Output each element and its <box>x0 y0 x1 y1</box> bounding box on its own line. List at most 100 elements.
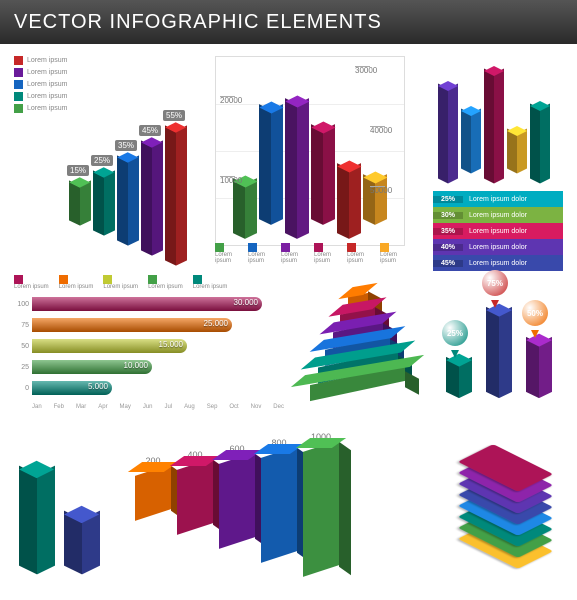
isometric-prisms <box>14 430 114 570</box>
table-row: 25%Lorem ipsum dolor <box>433 191 563 207</box>
map-pin: 25% <box>442 320 468 354</box>
hbar-row: 0 5.000 <box>14 380 284 396</box>
legend-label: Lorem ipsum <box>27 81 67 88</box>
legend-label: Lorem ipsum <box>14 284 49 290</box>
bar: 35% <box>117 158 139 243</box>
month-tick: Jul <box>164 404 172 410</box>
bar-value: 25.000 <box>204 319 228 328</box>
legend-label: Lorem ipsum <box>281 252 298 264</box>
bar-percent-label: 55% <box>163 110 185 121</box>
legend-label: Lorem ipsum <box>59 284 94 290</box>
header-bar: VECTOR INFOGRAPHIC ELEMENTS <box>0 0 577 44</box>
bar-percent-label: 15% <box>67 165 89 176</box>
pin-value: 50% <box>522 300 548 326</box>
month-tick: Feb <box>54 404 64 410</box>
stacked-layers <box>448 430 563 570</box>
horizontal-bar-chart: Lorem ipsum Lorem ipsum Lorem ipsum Lorem i… <box>14 275 284 410</box>
depth-bar: 800 <box>261 452 297 557</box>
ascending-bar-chart: Lorem ipsum Lorem ipsum Lorem ipsum Lorem i… <box>14 56 204 236</box>
hbar-row: 50 15.000 <box>14 338 284 354</box>
table-row: 35%Lorem ipsum dolor <box>433 223 563 239</box>
legend-label: Lorem ipsum <box>27 105 67 112</box>
hbar-row: 75 25.000 <box>14 317 284 333</box>
bar: 15% <box>69 183 91 223</box>
callout-value: 40000 <box>370 126 392 135</box>
legend-label: Lorem ipsum <box>347 252 364 264</box>
chart2-legend: Lorem ipsum Lorem ipsum Lorem ipsum Lorem i… <box>215 243 405 264</box>
bar-chart-with-table: 25%Lorem ipsum dolor30%Lorem ipsum dolor… <box>433 56 563 246</box>
pyramid-step <box>310 375 405 395</box>
month-tick: Jan <box>32 404 42 410</box>
callout-value: 20000 <box>220 96 242 105</box>
bar <box>507 131 527 171</box>
callout-value: 10000 <box>220 176 242 185</box>
bar <box>285 101 309 236</box>
month-tick: Nov <box>251 404 262 410</box>
bar <box>526 340 552 395</box>
x-axis-months: Jan Feb Mar Apr May Jun Jul Aug Sep Oct Nov Dec <box>32 404 284 410</box>
page-title: VECTOR INFOGRAPHIC ELEMENTS <box>14 11 382 34</box>
callout-bar-chart: 3000020000400001000050000 Lorem ipsumLor… <box>215 56 405 246</box>
chart1-legend: Lorem ipsum Lorem ipsum Lorem ipsum Lorem i… <box>14 56 67 116</box>
pin-bar-chart: 25% 75% 50% <box>438 275 563 395</box>
legend-label: Lorem ipsum <box>380 252 397 264</box>
callout-value: 30000 <box>355 66 377 75</box>
bar-percent-label: 35% <box>115 140 137 151</box>
bar <box>438 86 458 181</box>
row-label: Lorem ipsum dolor <box>463 212 563 219</box>
map-pin: 50% <box>522 300 548 334</box>
bar: 45% <box>141 143 163 253</box>
month-tick: May <box>120 404 131 410</box>
bar <box>233 181 257 236</box>
table-row: 45%Lorem ipsum dolor <box>433 255 563 271</box>
row-label: Lorem ipsum dolor <box>463 260 563 267</box>
legend-label: Lorem ipsum <box>148 284 183 290</box>
row-percent: 45% <box>433 260 463 267</box>
depth-bar: 600 <box>219 458 255 543</box>
bar: 55% <box>165 128 187 263</box>
legend-label: Lorem ipsum <box>248 252 265 264</box>
y-label: 50 <box>14 343 32 350</box>
legend-label: Lorem ipsum <box>215 252 232 264</box>
month-tick: Mar <box>76 404 86 410</box>
month-tick: Sep <box>207 404 218 410</box>
legend-label: Lorem ipsum <box>27 69 67 76</box>
bar <box>64 515 100 570</box>
y-label: 0 <box>14 385 32 392</box>
month-tick: Oct <box>229 404 238 410</box>
pin-value: 25% <box>442 320 468 346</box>
legend-label: Lorem ipsum <box>27 93 67 100</box>
bar-value: 5.000 <box>88 382 108 391</box>
month-tick: Aug <box>184 404 195 410</box>
month-tick: Dec <box>273 404 284 410</box>
percentage-table: 25%Lorem ipsum dolor30%Lorem ipsum dolor… <box>433 191 563 271</box>
bar: 25% <box>93 173 115 233</box>
depth-bar: 1000 <box>303 446 339 571</box>
row-percent: 30% <box>433 212 463 219</box>
pyramid-steps <box>300 275 420 395</box>
bar <box>259 107 283 222</box>
bar-value: 10.000 <box>124 361 148 370</box>
bar-value: 15.000 <box>159 340 183 349</box>
legend-label: Lorem ipsum <box>103 284 138 290</box>
depth-bar: 400 <box>177 464 213 529</box>
row-label: Lorem ipsum dolor <box>463 228 563 235</box>
map-pin: 75% <box>482 270 508 304</box>
chart4-legend: Lorem ipsum Lorem ipsum Lorem ipsum Lorem i… <box>14 275 284 290</box>
row-label: Lorem ipsum dolor <box>463 244 563 251</box>
month-tick: Jun <box>143 404 153 410</box>
bar-value: 30.000 <box>234 298 258 307</box>
y-label: 25 <box>14 364 32 371</box>
bar <box>461 111 481 171</box>
hbar-row: 100 30.000 <box>14 296 284 312</box>
y-label: 75 <box>14 322 32 329</box>
y-label: 100 <box>14 301 32 308</box>
depth-bar-chart: 200 400 600 800 1000 <box>135 430 415 570</box>
month-tick: Apr <box>98 404 107 410</box>
table-row: 40%Lorem ipsum dolor <box>433 239 563 255</box>
hbar-row: 25 10.000 <box>14 359 284 375</box>
depth-bar: 200 <box>135 470 171 515</box>
bar <box>530 106 550 181</box>
row-percent: 25% <box>433 196 463 203</box>
legend-label: Lorem ipsum <box>314 252 331 264</box>
